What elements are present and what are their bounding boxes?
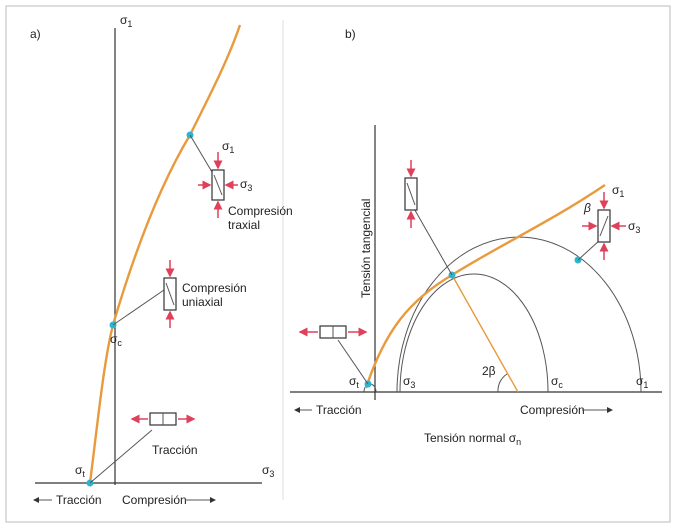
label: Compresión <box>228 204 293 218</box>
label: Tracción <box>56 493 102 507</box>
label: uniaxial <box>182 295 223 309</box>
text-part: t <box>82 469 85 479</box>
angle-arc <box>498 374 507 392</box>
text-part: Tensión normal <box>424 431 505 445</box>
text-part: c <box>558 380 563 390</box>
text-part: 3 <box>269 469 274 479</box>
panel-a: a) σ1 σ3 σ1 σ3 Compresión traxial Compre… <box>30 13 293 507</box>
label: Tracción <box>316 403 362 417</box>
leader <box>113 290 164 325</box>
text-part: 1 <box>643 380 648 390</box>
text-part: 1 <box>229 145 234 155</box>
text-part: 3 <box>410 380 415 390</box>
label: σc <box>551 374 563 390</box>
label: Tracción <box>152 443 198 457</box>
label: σ1 <box>636 374 648 390</box>
panel-b: b) Tensión tangencial σ1 σ3 β σt σ3 2β σ… <box>290 27 662 447</box>
leader <box>90 430 152 483</box>
label: σ1 <box>222 139 234 155</box>
axis-label: σ1 <box>120 13 132 29</box>
failure-envelope <box>366 185 605 388</box>
text-part: 3 <box>635 225 640 235</box>
text-part: t <box>356 380 359 390</box>
frame <box>6 6 670 522</box>
label: σ3 <box>240 177 252 193</box>
panel-label: a) <box>30 27 41 41</box>
label: Compresión <box>122 493 187 507</box>
label: σc <box>110 332 122 348</box>
panel-label: b) <box>345 27 356 41</box>
label: σt <box>75 463 85 479</box>
label: σ3 <box>628 219 640 235</box>
mohr-circle <box>397 237 641 392</box>
label: Compresión <box>182 281 247 295</box>
label: 2β <box>482 364 496 378</box>
text-part: 3 <box>247 183 252 193</box>
axis-label: σ3 <box>262 463 274 479</box>
text-part: 1 <box>127 19 132 29</box>
label: Compresión <box>520 403 585 417</box>
mohr-circle <box>400 274 548 392</box>
leader <box>578 240 600 260</box>
axis-label: Tensión normal σn <box>424 431 521 447</box>
label: σt <box>349 374 359 390</box>
label: σ3 <box>403 374 415 390</box>
figure: a) σ1 σ3 σ1 σ3 Compresión traxial Compre… <box>0 0 678 529</box>
leader <box>412 205 452 275</box>
text-part: c <box>117 338 122 348</box>
label: σ1 <box>612 183 624 199</box>
label: β <box>583 201 591 215</box>
axis-label: Tensión tangencial <box>359 199 373 298</box>
text-part: 1 <box>619 189 624 199</box>
leader <box>190 135 212 172</box>
text-part: n <box>516 437 521 447</box>
label: traxial <box>228 218 260 232</box>
